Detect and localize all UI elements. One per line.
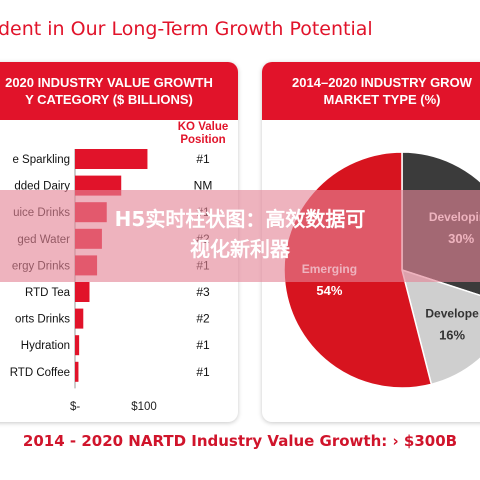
ko-position-value: #3 (196, 285, 210, 299)
ko-position-value: #1 (196, 365, 210, 379)
ko-position-value: NM (194, 179, 213, 193)
ko-position-value: #1 (196, 338, 210, 352)
ko-position-value: #2 (196, 312, 210, 326)
pie-chart-title-line-1: 2014–2020 INDUSTRY GROW (292, 75, 472, 90)
bar-category-label: Hydration (21, 340, 70, 352)
pie-slice-percent: 16% (439, 327, 465, 342)
bar (75, 308, 84, 329)
x-tick-label: $100 (131, 401, 157, 413)
bar-chart-title-line-1: 2020 INDUSTRY VALUE GROWTH (5, 75, 213, 90)
bar (75, 335, 80, 356)
bar-category-label: dded Dairy (14, 181, 70, 193)
overlay-line-2: 视化新利器 (190, 237, 290, 261)
overlay-line-1: H5实时柱状图：高效数据可 (114, 207, 366, 231)
footer-growth-summary: 2014 - 2020 NARTD Industry Value Growth:… (22, 432, 458, 450)
ko-position-value: #1 (196, 152, 210, 166)
bar (75, 361, 79, 382)
pie-chart-header: 2014–2020 INDUSTRY GROW MARKET TYPE (%) (262, 62, 480, 120)
bar-category-label: e Sparkling (12, 154, 70, 166)
ko-value-header-line-1: KO Value (178, 121, 229, 133)
bar-category-label: orts Drinks (15, 314, 70, 326)
bar (75, 282, 90, 302)
bar-category-label: RTD Tea (25, 287, 71, 299)
page-title: fident in Our Long-Term Growth Potential (0, 18, 373, 40)
ko-value-header-line-2: Position (180, 134, 225, 146)
bar-chart-header: 2020 INDUSTRY VALUE GROWTH Y CATEGORY ($… (0, 62, 238, 120)
overlay-banner (0, 190, 480, 282)
x-tick-label: $- (70, 401, 80, 413)
pie-slice (400, 268, 480, 386)
pie-slice-percent: 54% (316, 283, 342, 298)
overlay-caption: H5实时柱状图：高效数据可 视化新利器 (0, 204, 480, 264)
bar (75, 149, 148, 169)
bar-category-label: RTD Coffee (10, 367, 70, 379)
bar-chart-title-line-2: Y CATEGORY ($ BILLIONS) (25, 92, 193, 107)
pie-slice-label: Develope (425, 306, 479, 320)
pie-chart-title-line-2: MARKET TYPE (%) (323, 92, 441, 107)
